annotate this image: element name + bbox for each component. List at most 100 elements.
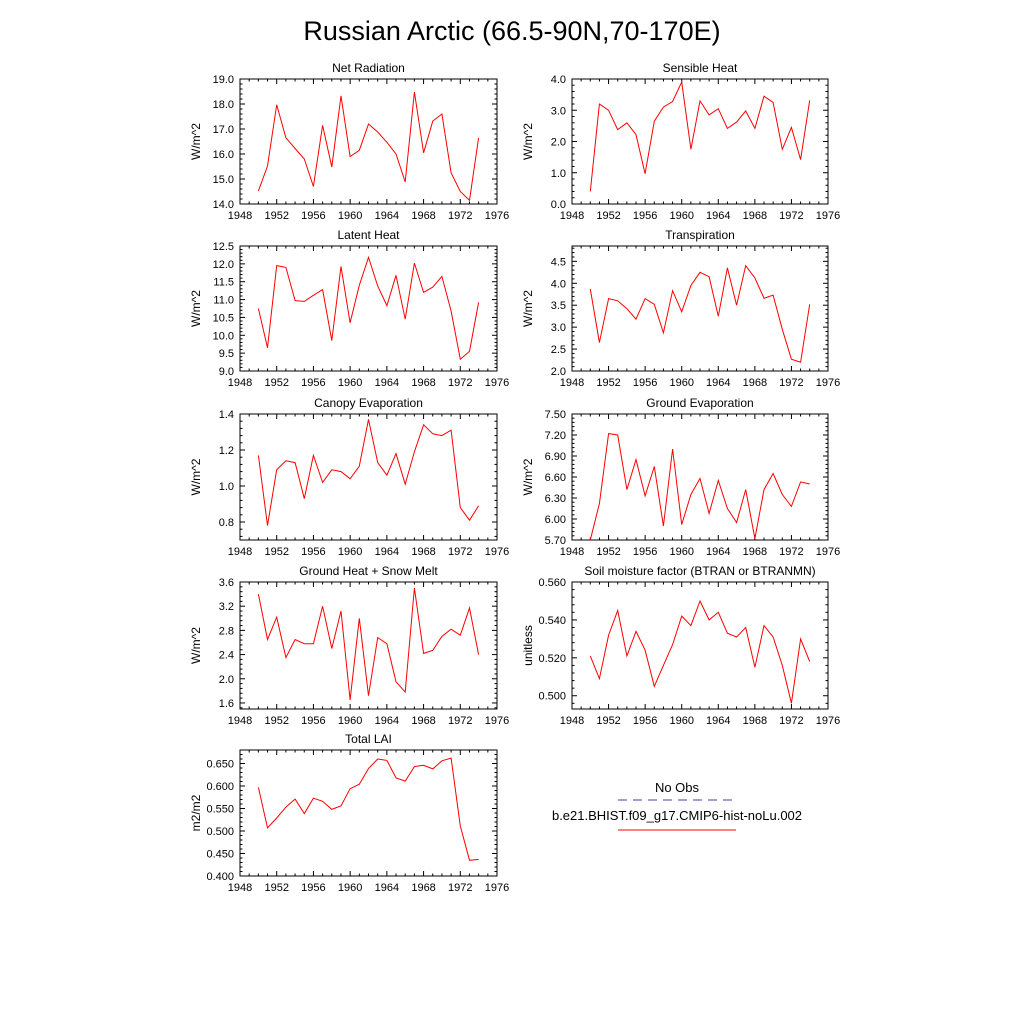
x-tick-label: 1964 xyxy=(375,210,399,222)
y-tick-label: 7.50 xyxy=(545,409,566,421)
figure-title: Russian Arctic (66.5-90N,70-170E) xyxy=(303,16,720,46)
x-tick-label: 1976 xyxy=(485,882,509,894)
x-tick-label: 1960 xyxy=(669,377,693,389)
x-tick-label: 1964 xyxy=(375,546,399,558)
x-tick-label: 1960 xyxy=(338,882,362,894)
y-tick-label: 2.8 xyxy=(219,625,234,637)
x-tick-label: 1948 xyxy=(560,377,584,389)
x-tick-label: 1948 xyxy=(560,210,584,222)
y-tick-label: 10.5 xyxy=(213,312,234,324)
x-tick-label: 1972 xyxy=(448,210,472,222)
x-tick-label: 1960 xyxy=(338,546,362,558)
series-line-transpiration xyxy=(589,264,811,363)
x-tick-label: 1972 xyxy=(779,377,803,389)
y-tick-label: 2.0 xyxy=(219,674,234,686)
y-tick-label: 0.560 xyxy=(538,577,566,589)
x-tick-label: 1956 xyxy=(633,210,657,222)
y-axis-label: W/m^2 xyxy=(189,123,203,160)
y-tick-label: 2.5 xyxy=(551,344,566,356)
panel-sensible-heat: 1948 1952 1956 1960 1964 1968 1972 1976 0.0 1.0 2.… xyxy=(521,61,840,222)
x-tick-label: 1976 xyxy=(485,715,509,727)
x-tick-label: 1976 xyxy=(816,715,840,727)
series-line-net-radiation xyxy=(257,91,480,202)
panel-title-soil-moisture-factor-btran-or-btranmn: Soil moisture factor (BTRAN or BTRANMN) xyxy=(584,564,815,578)
x-tick-label: 1976 xyxy=(485,210,509,222)
y-tick-label: 0.520 xyxy=(538,653,566,665)
y-tick-label: 0.400 xyxy=(206,871,234,883)
y-tick-label: 14.0 xyxy=(213,199,234,211)
y-axis-label: W/m^2 xyxy=(521,123,535,160)
x-tick-label: 1972 xyxy=(779,715,803,727)
panel-title-total-lai: Total LAI xyxy=(345,732,392,746)
series-line-ground-heat-snow-melt xyxy=(257,587,480,700)
panel-canopy-evaporation: 1948 1952 1956 1960 1964 1968 1972 1976 0.8 1.0 1.… xyxy=(189,396,509,558)
y-tick-label: 6.90 xyxy=(545,451,566,463)
y-axis-label: W/m^2 xyxy=(521,458,535,495)
y-axis-label: W/m^2 xyxy=(521,290,535,327)
x-tick-label: 1952 xyxy=(264,210,288,222)
x-tick-label: 1960 xyxy=(669,210,693,222)
panel-title-ground-evaporation: Ground Evaporation xyxy=(646,396,753,410)
x-tick-label: 1964 xyxy=(706,546,730,558)
y-tick-label: 10.0 xyxy=(213,330,234,342)
panel-title-canopy-evaporation: Canopy Evaporation xyxy=(314,396,423,410)
x-tick-label: 1956 xyxy=(633,715,657,727)
legend: No Obs b.e21.BHIST.f09_g17.CMIP6-hist-no… xyxy=(552,780,802,831)
x-tick-label: 1964 xyxy=(375,377,399,389)
panel-net-radiation: 1948 1952 1956 1960 1964 1968 1972 1976 14.0 15.0… xyxy=(189,61,509,222)
x-tick-label: 1960 xyxy=(669,546,693,558)
x-tick-label: 1964 xyxy=(375,882,399,894)
x-tick-label: 1976 xyxy=(816,546,840,558)
x-tick-label: 1952 xyxy=(264,377,288,389)
panel-title-transpiration: Transpiration xyxy=(665,228,735,242)
y-tick-label: 1.0 xyxy=(551,168,566,180)
y-tick-label: 2.0 xyxy=(551,137,566,149)
y-tick-label: 0.650 xyxy=(206,759,234,771)
plot-frame xyxy=(571,78,829,205)
y-tick-label: 9.0 xyxy=(219,366,234,378)
x-tick-label: 1952 xyxy=(596,715,620,727)
y-tick-label: 4.0 xyxy=(551,278,566,290)
x-tick-label: 1964 xyxy=(706,715,730,727)
x-tick-label: 1968 xyxy=(743,715,767,727)
x-tick-label: 1968 xyxy=(411,715,435,727)
x-tick-label: 1956 xyxy=(633,546,657,558)
y-tick-label: 12.0 xyxy=(213,259,234,271)
panel-ground-evaporation: 1948 1952 1956 1960 1964 1968 1972 1976 5.70 6.00… xyxy=(521,396,840,558)
panel-latent-heat: 1948 1952 1956 1960 1964 1968 1972 1976 9.0 9.5 10… xyxy=(189,228,509,389)
y-tick-label: 6.30 xyxy=(545,493,566,505)
y-tick-label: 3.0 xyxy=(551,322,566,334)
y-axis-label: W/m^2 xyxy=(189,290,203,327)
y-tick-label: 6.00 xyxy=(545,514,566,526)
plot-frame xyxy=(239,78,498,205)
x-tick-label: 1960 xyxy=(338,210,362,222)
x-tick-label: 1968 xyxy=(411,377,435,389)
y-tick-label: 12.5 xyxy=(213,241,234,253)
x-tick-label: 1968 xyxy=(743,210,767,222)
x-tick-label: 1976 xyxy=(816,377,840,389)
y-axis-label: W/m^2 xyxy=(189,627,203,664)
y-tick-label: 4.0 xyxy=(551,74,566,86)
legend-label-no-obs: No Obs xyxy=(655,780,700,795)
x-tick-label: 1972 xyxy=(448,377,472,389)
x-tick-label: 1948 xyxy=(228,882,252,894)
y-axis-label: m2/m2 xyxy=(189,794,203,831)
y-tick-label: 1.4 xyxy=(219,409,234,421)
panel-title-sensible-heat: Sensible Heat xyxy=(663,61,738,75)
x-tick-label: 1964 xyxy=(706,377,730,389)
y-tick-label: 0.550 xyxy=(206,804,234,816)
y-tick-label: 17.0 xyxy=(213,124,234,136)
y-tick-label: 3.0 xyxy=(551,105,566,117)
x-tick-label: 1952 xyxy=(264,882,288,894)
x-tick-label: 1972 xyxy=(448,546,472,558)
y-tick-label: 9.5 xyxy=(219,348,234,360)
panel-total-lai: 1948 1952 1956 1960 1964 1968 1972 1976 0.400 0.4… xyxy=(189,732,509,894)
y-tick-label: 18.0 xyxy=(213,99,234,111)
x-tick-label: 1956 xyxy=(301,210,325,222)
y-tick-label: 3.2 xyxy=(219,601,234,613)
y-tick-label: 11.5 xyxy=(213,277,234,289)
x-tick-label: 1968 xyxy=(743,546,767,558)
x-tick-label: 1964 xyxy=(706,210,730,222)
x-tick-label: 1976 xyxy=(485,546,509,558)
